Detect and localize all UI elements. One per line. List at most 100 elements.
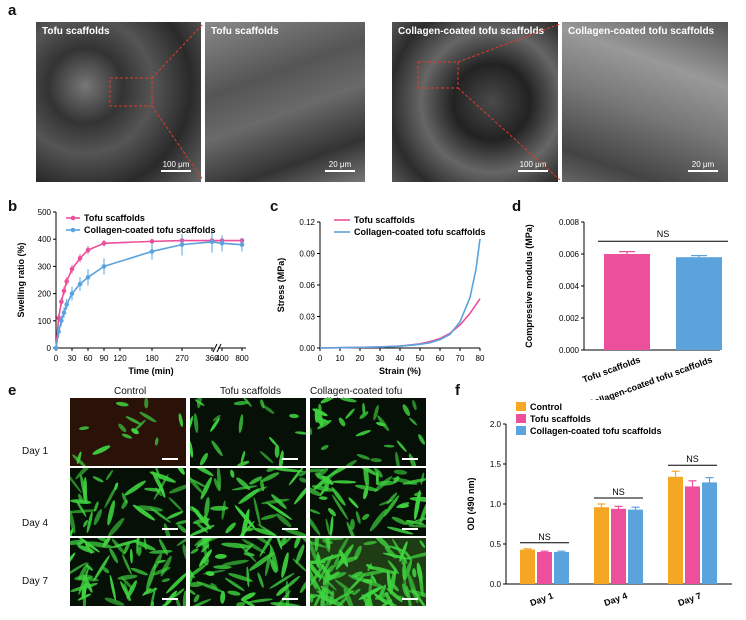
cell (248, 538, 272, 546)
cell (373, 538, 391, 549)
data-point (219, 240, 225, 246)
x-axis-label: Time (min) (128, 366, 173, 376)
cell (273, 468, 304, 473)
zoom-indicators (109, 23, 561, 181)
chart-stress-strain: 0 10 20 30 40 50 60 70 80 0.00 0.03 0.06 0.09 0.12 Str… (276, 215, 486, 376)
fluorescence-image (190, 538, 306, 606)
x-tick-label: 0 (54, 354, 59, 363)
cell (402, 583, 408, 598)
cell (316, 417, 330, 423)
bar (537, 552, 552, 584)
cell (356, 454, 371, 460)
cell (166, 511, 184, 519)
scale-bar (162, 528, 178, 530)
cell (260, 479, 265, 492)
cell (85, 564, 94, 571)
cell (168, 497, 183, 512)
cell (412, 568, 417, 578)
cell (126, 580, 137, 599)
panel-label-e: e (8, 382, 17, 399)
cell-layer (72, 398, 183, 466)
cell (294, 538, 301, 549)
cell (260, 514, 277, 520)
cell (418, 434, 425, 445)
cell (93, 555, 110, 582)
cell (125, 416, 142, 425)
cell (347, 573, 366, 593)
y-tick-label: 0.004 (559, 282, 580, 291)
cell (310, 538, 327, 548)
cell (150, 586, 156, 606)
cell (402, 404, 411, 416)
y-tick-label: 0.09 (299, 250, 315, 259)
y-tick-label: 0.12 (299, 218, 315, 227)
sem-caption: Tofu scaffolds (42, 26, 110, 37)
cell (190, 525, 215, 536)
cell (122, 554, 132, 575)
y-tick-label: 0.008 (559, 218, 580, 227)
cell (321, 475, 334, 485)
cell (137, 546, 142, 557)
legend-swatch (516, 402, 526, 411)
y-tick-label: 0.5 (490, 540, 502, 549)
zoom-box-right (417, 61, 459, 89)
cell (310, 560, 327, 565)
cell (299, 579, 306, 594)
cell (329, 590, 335, 606)
cell (406, 550, 426, 559)
axis-break (216, 343, 222, 353)
cell (82, 587, 87, 606)
cell (104, 482, 119, 509)
chart-od-490: 0.0 0.5 1.0 1.5 2.0 OD (490 nm) NS Day 1 NS Day 4… (466, 402, 732, 608)
cell (404, 560, 413, 581)
cell (393, 469, 408, 475)
data-point (69, 266, 75, 272)
cell (238, 414, 244, 434)
cell (261, 472, 280, 482)
cell-layer (190, 398, 306, 466)
cell (193, 413, 199, 433)
y-tick-label: 2.0 (490, 420, 502, 429)
cell (332, 590, 355, 602)
cell (261, 498, 290, 505)
cell (375, 480, 396, 486)
cell (175, 468, 185, 475)
cell (131, 428, 139, 435)
cell (95, 538, 107, 542)
cell (190, 416, 193, 429)
bar (520, 549, 535, 584)
cell (355, 430, 371, 437)
cell (354, 484, 379, 492)
cell-layer (190, 468, 306, 536)
x-axis-label: Strain (%) (379, 366, 421, 376)
cell (333, 556, 340, 568)
cell (236, 477, 251, 490)
cell (230, 469, 235, 478)
cell (118, 423, 127, 433)
cell (92, 476, 104, 483)
series-line (55, 239, 242, 349)
data-point (59, 318, 64, 324)
cell (84, 542, 93, 555)
fluorescence-image (310, 398, 426, 466)
x-tick-label: 30 (376, 354, 385, 363)
data-point (85, 247, 91, 253)
cell (361, 594, 377, 606)
sem-caption: Collagen-coated tofu scaffolds (568, 26, 715, 37)
cell (107, 500, 115, 526)
cell (75, 468, 96, 480)
cell (161, 578, 171, 583)
cell (240, 592, 256, 601)
fluorescence-grid: Control Tofu scaffolds Collagen-coated t… (14, 382, 444, 616)
data-point (101, 264, 107, 269)
cell (70, 552, 76, 567)
cell (240, 450, 246, 464)
cell (358, 586, 383, 600)
cell (220, 542, 251, 549)
fluorescence-image (70, 468, 186, 536)
cell (269, 572, 295, 589)
cell (109, 574, 116, 601)
cell (314, 538, 319, 552)
cell (368, 566, 397, 575)
cell (225, 522, 236, 534)
